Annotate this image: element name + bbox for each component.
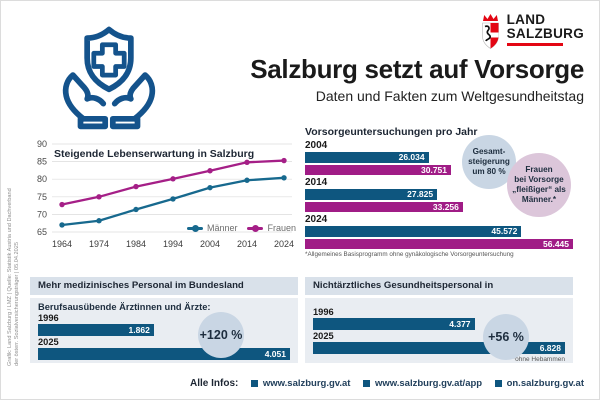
vorsorge-bar-frauen-2004: 30.751 bbox=[305, 164, 451, 175]
gesundheitspersonal-panel-body: 1996 4.377 2025 6.828 *ohne Hebammen +56… bbox=[305, 298, 573, 363]
vorsorge-bar-frauen-2014: 33.256 bbox=[305, 201, 463, 212]
vorsorge-group-2024: 2024 45.572 56.445 bbox=[305, 214, 573, 249]
vorsorge-footnote: *Allgemeines Basisprogramm ohne gynäkolo… bbox=[305, 251, 514, 258]
aerzte-subtitle: Berufsausübende Ärztinnen und Ärzte: bbox=[38, 302, 211, 312]
vorsorge-year-label: 2014 bbox=[305, 177, 328, 188]
bar-value-label: 27.825 bbox=[407, 189, 434, 199]
maenner-line-marker bbox=[186, 224, 203, 232]
vorsorge-bar-frauen-2024: 56.445 bbox=[305, 238, 573, 249]
aerzte-bar-1996: 1.862 bbox=[38, 324, 154, 336]
vorsorge-bar-chart: Vorsorgeuntersuchungen pro Jahr 2004 26.… bbox=[305, 126, 573, 264]
land-salzburg-logo: LAND SALZBURG bbox=[479, 13, 584, 51]
svg-text:65: 65 bbox=[37, 227, 47, 237]
vorsorge-year-label: 2024 bbox=[305, 214, 328, 225]
salzburg-crest-icon bbox=[481, 14, 499, 49]
legend-item-maenner: Männer bbox=[186, 223, 238, 233]
women-annotation-bubble: Frauen bei Vorsorge „fleißiger“ als Männ… bbox=[507, 153, 571, 217]
gesundheitspersonal-panel: Nichtärztliches Gesundheitspersonal in K… bbox=[305, 277, 573, 363]
vorsorge-bar-maenner-2004: 26.034 bbox=[305, 152, 429, 163]
logo-line1: LAND bbox=[506, 12, 546, 27]
legend-label-frauen: Frauen bbox=[267, 223, 296, 233]
bar-value-label: 4.377 bbox=[449, 319, 471, 329]
vorsorge-bar-maenner-2014: 27.825 bbox=[305, 189, 438, 200]
svg-text:1964: 1964 bbox=[52, 239, 72, 249]
bar-value-label: 1.862 bbox=[128, 325, 150, 335]
personal-year-label: 2025 bbox=[313, 331, 334, 341]
personal-footnote: *ohne Hebammen bbox=[512, 356, 565, 363]
vorsorge-title: Vorsorgeuntersuchungen pro Jahr bbox=[305, 126, 478, 138]
increase-annotation-bubble: Gesamt- steigerung um 80 % bbox=[462, 135, 516, 189]
bar-value-label: 6.828 bbox=[539, 343, 561, 353]
bar-value-label: 33.256 bbox=[432, 201, 459, 212]
svg-text:1994: 1994 bbox=[163, 239, 183, 249]
vorsorge-bar-maenner-2024: 45.572 bbox=[305, 226, 522, 237]
square-bullet-icon bbox=[250, 380, 258, 387]
page-subtitle: Daten und Fakten zum Weltgesundheitstag bbox=[315, 88, 584, 104]
svg-text:2004: 2004 bbox=[200, 239, 220, 249]
footer-link-web[interactable]: www.salzburg.gv.at bbox=[250, 378, 350, 389]
legend-item-frauen: Frauen bbox=[247, 223, 296, 233]
aerzte-panel: Mehr medizinisches Personal im Bundeslan… bbox=[30, 277, 298, 363]
aerzte-bar-2025: 4.051 bbox=[38, 348, 290, 360]
svg-text:85: 85 bbox=[37, 157, 47, 167]
frauen-line-marker bbox=[247, 224, 264, 232]
vorsorge-group-2004: 2004 26.034 30.751 bbox=[305, 140, 573, 175]
svg-text:80: 80 bbox=[37, 174, 47, 184]
hands-shield-cross-icon bbox=[52, 20, 166, 134]
aerzte-panel-body: Berufsausübende Ärztinnen und Ärzte: 199… bbox=[30, 298, 298, 363]
svg-text:2024: 2024 bbox=[274, 239, 294, 249]
bar-value-label: 56.445 bbox=[543, 238, 569, 249]
svg-text:1984: 1984 bbox=[126, 239, 146, 249]
page-title: Salzburg setzt auf Vorsorge bbox=[250, 54, 584, 84]
vorsorge-group-2014: 2014 27.825 33.256 bbox=[305, 177, 573, 212]
aerzte-panel-title: Mehr medizinisches Personal im Bundeslan… bbox=[30, 277, 298, 295]
logo-line2: SALZBURG bbox=[506, 25, 584, 41]
bar-value-label: 4.051 bbox=[264, 349, 286, 359]
legend-label-maenner: Männer bbox=[206, 223, 238, 233]
footer-link-social[interactable]: on.salzburg.gv.at bbox=[494, 378, 584, 389]
svg-text:1974: 1974 bbox=[89, 239, 109, 249]
footer-link-app[interactable]: www.salzburg.gv.at/app bbox=[362, 378, 482, 389]
bar-value-label: 30.751 bbox=[421, 164, 447, 175]
vorsorge-year-label: 2004 bbox=[305, 140, 328, 151]
aerzte-year-label: 2025 bbox=[38, 337, 59, 347]
life-expectancy-chart: 65 70 75 80 85 90 1964 1974 1984 1994 2004 2014 2024… bbox=[28, 137, 300, 263]
gesundheitspersonal-panel-title: Nichtärztliches Gesundheitspersonal in K… bbox=[305, 277, 573, 309]
source-note: Grafik: Land Salzburg / LMZ | Quelle: St… bbox=[7, 188, 20, 366]
personal-increase-badge: +56 % bbox=[483, 314, 529, 360]
aerzte-year-label: 1996 bbox=[38, 313, 59, 323]
bar-value-label: 45.572 bbox=[491, 226, 518, 236]
footer: Alle Infos: www.salzburg.gv.at www.salzb… bbox=[190, 378, 584, 389]
life-expectancy-plot: 65 70 75 80 85 90 1964 1974 1984 1994 2004 2014 2024 bbox=[37, 139, 294, 249]
logo-red-underline bbox=[506, 42, 563, 46]
svg-text:75: 75 bbox=[37, 192, 47, 202]
personal-bar-1996: 4.377 bbox=[313, 318, 475, 330]
bar-value-label: 26.034 bbox=[398, 152, 425, 162]
square-bullet-icon bbox=[362, 380, 370, 387]
life-chart-title: Steigende Lebenserwartung in Salzburg bbox=[54, 148, 255, 160]
life-chart-legend: Männer Frauen bbox=[186, 223, 296, 233]
svg-text:70: 70 bbox=[37, 209, 47, 219]
footer-label: Alle Infos: bbox=[190, 378, 239, 389]
svg-text:2014: 2014 bbox=[237, 239, 257, 249]
personal-year-label: 1996 bbox=[313, 307, 334, 317]
aerzte-increase-badge: +120 % bbox=[198, 312, 244, 358]
svg-text:90: 90 bbox=[37, 139, 47, 149]
square-bullet-icon bbox=[494, 380, 502, 387]
